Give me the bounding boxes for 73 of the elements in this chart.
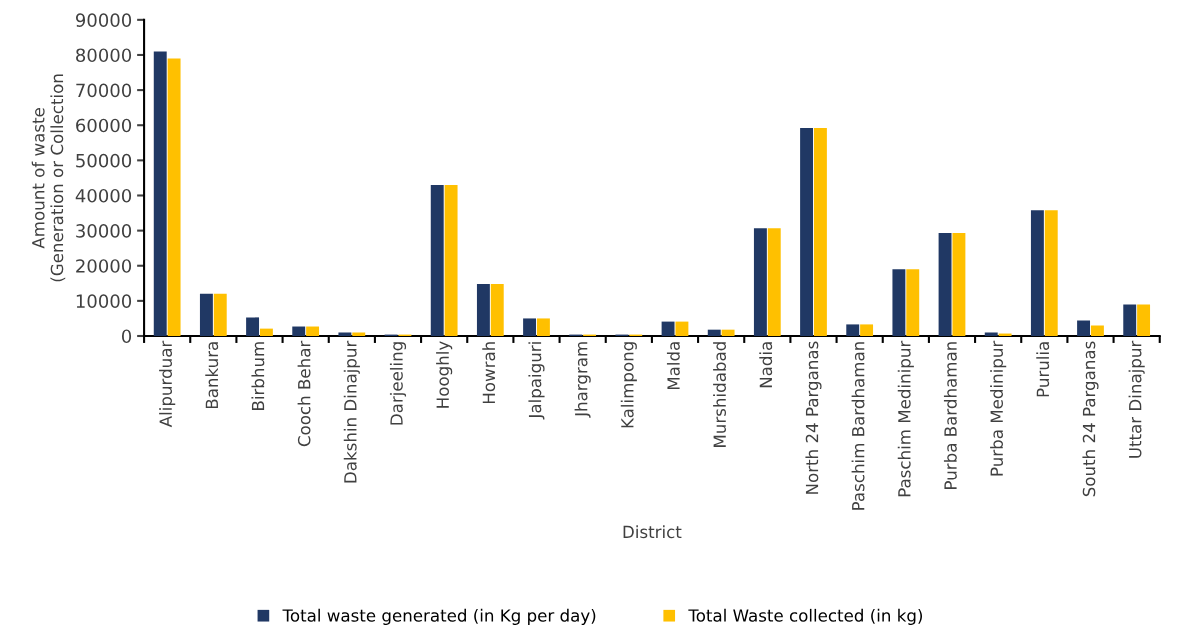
x-tick-label: Jalpaiguri: [528, 342, 545, 420]
bar: [259, 328, 273, 336]
x-tick-label: Birbhum: [251, 342, 265, 410]
bar: [860, 324, 874, 336]
bar: [490, 284, 504, 336]
bar: [444, 184, 458, 336]
y-tick-label: 50000: [76, 153, 132, 168]
bar: [938, 233, 952, 336]
bar: [661, 321, 675, 336]
bar: [338, 332, 352, 336]
x-tick-label: South 24 Parganas: [1082, 341, 1099, 497]
y-tick-label: 40000: [75, 188, 132, 203]
x-tick-label: Murshidabad: [713, 342, 726, 447]
legend-label: Total waste generated (in Kg per day): [282, 608, 596, 625]
bar: [213, 293, 227, 336]
bar: [767, 228, 781, 336]
bar: [199, 293, 213, 336]
y-tick-label: 70000: [76, 83, 132, 98]
bar: [352, 332, 366, 336]
x-tick-label: Bankura: [205, 342, 219, 409]
bar: [1090, 325, 1104, 336]
y-tick-label: 60000: [76, 118, 132, 133]
bar: [153, 51, 167, 336]
bar: [800, 128, 814, 336]
bar: [1044, 210, 1058, 336]
x-axis-title: District: [623, 525, 682, 539]
bar: [1137, 304, 1151, 336]
bar: [952, 233, 966, 336]
bar: [306, 326, 320, 336]
x-tick-label: Dakshin Dinajpur: [343, 340, 360, 483]
bar: [292, 326, 306, 336]
x-tick-label: Purba Medinipur: [990, 340, 1007, 476]
bar: [906, 269, 920, 336]
x-tick-label: Purba Bardhaman: [943, 342, 957, 489]
x-tick-label: Uttar Dinajpur: [1128, 340, 1145, 458]
bar: [476, 284, 490, 336]
bar: [707, 329, 721, 336]
y-tick-label: 0: [121, 329, 132, 344]
x-tick-label: Hooghly: [436, 341, 453, 408]
x-tick-label: Nadia: [759, 342, 773, 388]
x-tick-label: Jhargram: [574, 342, 591, 418]
x-tick-label: Malda: [666, 342, 680, 390]
y-tick-label: 10000: [76, 294, 132, 308]
y-tick-label: 90000: [75, 13, 132, 27]
bar: [892, 269, 906, 336]
bar: [167, 58, 181, 336]
y-tick-label: 80000: [76, 48, 132, 63]
bar: [813, 128, 827, 336]
x-tick-label: Kalimpong: [620, 342, 637, 428]
y-tick-label: 30000: [76, 224, 132, 238]
bar: [246, 317, 260, 336]
bar: [753, 228, 767, 336]
bar: [1030, 210, 1044, 336]
x-tick-label: Alipurduar: [159, 340, 176, 428]
y-axis-title: Amount of waste (Generation or Collection: [31, 74, 66, 282]
bar: [523, 318, 537, 336]
x-tick-label: Paschim Medinipur: [897, 340, 914, 497]
y-tick-label: 20000: [76, 259, 132, 273]
x-tick-label: Darjeeling: [389, 342, 407, 425]
x-tick-label: Cooch Behar: [297, 340, 311, 447]
x-tick-label: Howrah: [482, 342, 496, 404]
bar: [846, 324, 860, 336]
bar: [536, 318, 550, 336]
bar: [430, 184, 444, 336]
bar: [1077, 320, 1091, 336]
legend-label: Total Waste collected (in kg): [688, 608, 923, 625]
bar: [984, 332, 998, 336]
bar: [1123, 304, 1137, 336]
x-tick-label: Paschim Bardhaman: [851, 342, 865, 510]
x-tick-label: North 24 Parganas: [805, 341, 822, 494]
x-tick-label: Purulia: [1036, 342, 1050, 397]
bar: [675, 321, 689, 336]
bar: [721, 329, 735, 336]
